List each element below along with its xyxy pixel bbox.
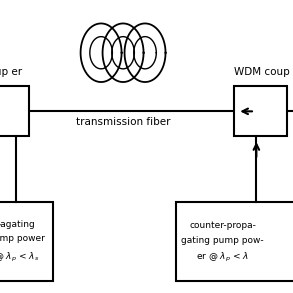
Bar [0, 86, 29, 136]
Bar [0, 202, 53, 281]
Text: pump power: pump power [0, 234, 45, 243]
Text: transmission fiber: transmission fiber [76, 117, 170, 127]
Text: -agating: -agating [0, 220, 35, 229]
Text: WDM coup: WDM coup [234, 67, 290, 77]
Bar [234, 86, 287, 136]
Text: er @ $\lambda_p$ < $\lambda$: er @ $\lambda_p$ < $\lambda$ [196, 251, 249, 264]
Text: @ $\lambda_p$ < $\lambda_s$: @ $\lambda_p$ < $\lambda_s$ [0, 251, 39, 264]
Text: gating pump pow-: gating pump pow- [181, 236, 264, 245]
Text: counter-propa-: counter-propa- [189, 221, 256, 230]
Bar [176, 202, 293, 281]
Text: -coup er: -coup er [0, 67, 23, 77]
